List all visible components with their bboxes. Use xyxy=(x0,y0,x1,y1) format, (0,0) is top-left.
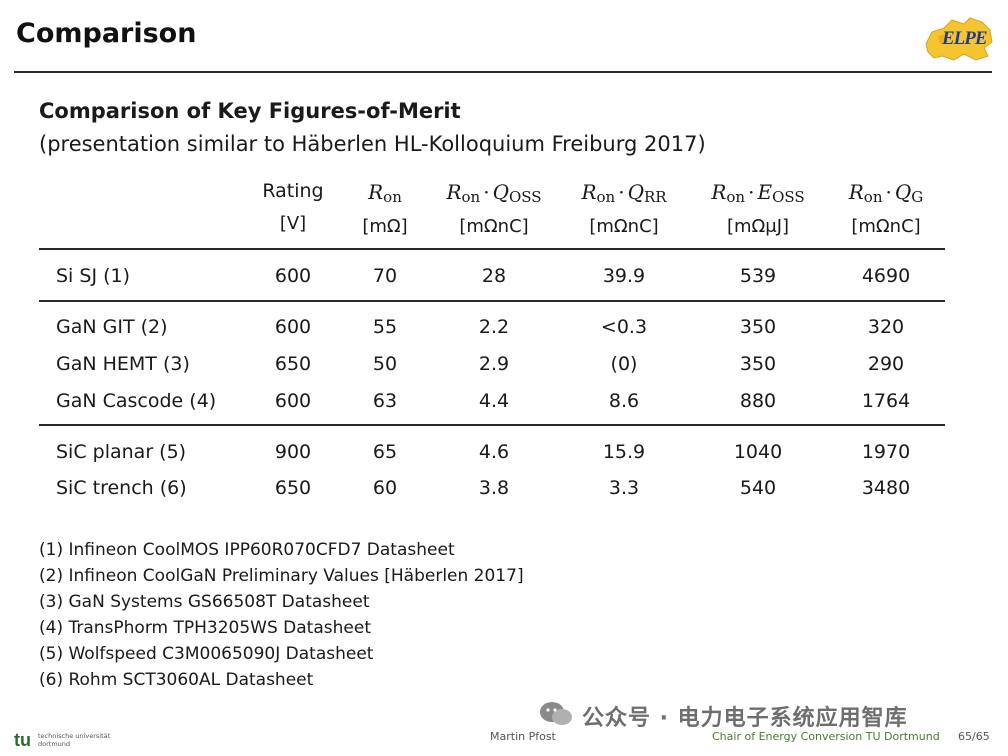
column-header-rating: Rating [V] xyxy=(243,180,343,234)
cell-ron-qoss: 4.4 xyxy=(478,390,510,412)
reference-item: (5) Wolfspeed C3M0065090J Datasheet xyxy=(39,644,374,664)
cell-ron-eoss: 540 xyxy=(739,477,777,499)
reference-item: (6) Rohm SCT3060AL Datasheet xyxy=(39,670,314,690)
cell-ron-qg: 4690 xyxy=(861,265,911,287)
cell-rating: 650 xyxy=(274,477,312,499)
reference-item: (2) Infineon CoolGaN Preliminary Values … xyxy=(39,566,524,586)
cell-ron-qoss: 28 xyxy=(481,265,507,287)
table-group-rule xyxy=(39,424,945,426)
column-label-math: Ron · EOSS xyxy=(711,180,805,206)
watermark-label: 公众号 · 电力电子系统应用智库 xyxy=(582,706,908,731)
column-header-ron-qrr: Ron · QRR [mΩnC] xyxy=(562,180,686,238)
row-name: GaN Cascode (4) xyxy=(56,390,217,412)
column-unit: [mΩnC] xyxy=(851,216,921,237)
column-unit: [mΩμJ] xyxy=(726,216,790,237)
table-header-rule xyxy=(39,248,945,250)
europe-map-icon xyxy=(925,17,993,61)
section-subheading: (presentation similar to Häberlen HL-Kol… xyxy=(39,132,706,156)
tu-dortmund-logo: tu technische universität dortmund xyxy=(14,730,124,750)
cell-ron-qg: 1764 xyxy=(861,390,911,412)
cell-ron-qrr: 15.9 xyxy=(602,441,646,463)
title-divider xyxy=(14,71,992,73)
column-unit: [mΩnC] xyxy=(459,216,529,237)
tu-line-2: dortmund xyxy=(38,740,71,748)
cell-ron-eoss: 350 xyxy=(739,353,777,375)
cell-ron-qg: 3480 xyxy=(861,477,911,499)
row-name: GaN GIT (2) xyxy=(56,316,168,338)
column-label-math: Ron · QG xyxy=(848,180,924,206)
slide-title: Comparison xyxy=(16,18,197,49)
cell-rating: 650 xyxy=(274,353,312,375)
cell-ron-qg: 320 xyxy=(867,316,905,338)
cell-ron: 50 xyxy=(372,353,398,375)
row-name: SiC planar (5) xyxy=(56,441,187,463)
cell-ron-qoss: 2.2 xyxy=(478,316,510,338)
row-name: GaN HEMT (3) xyxy=(56,353,190,375)
reference-item: (3) GaN Systems GS66508T Datasheet xyxy=(39,592,370,612)
cell-ron-eoss: 539 xyxy=(739,265,777,287)
cell-ron: 65 xyxy=(372,441,398,463)
column-header-ron-qg: Ron · QG [mΩnC] xyxy=(830,180,942,238)
cell-ron-qrr: 39.9 xyxy=(602,265,646,287)
footer-author: Martin Pfost xyxy=(490,730,556,743)
column-label-math: Ron xyxy=(368,180,402,206)
column-header-ron: Ron [mΩ] xyxy=(345,180,425,238)
cell-ron: 63 xyxy=(372,390,398,412)
reference-list: (1) Infineon CoolMOS IPP60R070CFD7 Datas… xyxy=(39,537,524,693)
column-label: Rating xyxy=(262,180,324,202)
row-name: SiC trench (6) xyxy=(56,477,187,499)
column-label-math: Ron · QRR xyxy=(581,180,667,206)
cell-ron-eoss: 880 xyxy=(739,390,777,412)
cell-ron-qrr: <0.3 xyxy=(600,316,648,338)
cell-ron-qrr: (0) xyxy=(610,353,638,375)
watermark-text: 公众号 · 电力电子系统应用智库 xyxy=(582,700,908,732)
cell-rating: 600 xyxy=(274,265,312,287)
column-unit: [mΩ] xyxy=(362,216,408,237)
cell-rating: 600 xyxy=(274,390,312,412)
table-row: GaN GIT (2) 600 55 2.2 <0.3 350 320 xyxy=(39,312,945,344)
cell-rating: 900 xyxy=(274,441,312,463)
cell-ron-qrr: 3.3 xyxy=(608,477,640,499)
column-header-ron-eoss: Ron · EOSS [mΩμJ] xyxy=(692,180,824,238)
column-unit: [mΩnC] xyxy=(589,216,659,237)
reference-item: (4) TransPhorm TPH3205WS Datasheet xyxy=(39,618,371,638)
section-heading: Comparison of Key Figures-of-Merit xyxy=(39,99,461,123)
cell-ron-qoss: 4.6 xyxy=(478,441,510,463)
cell-ron-qg: 290 xyxy=(867,353,905,375)
table-row: SiC planar (5) 900 65 4.6 15.9 1040 1970 xyxy=(39,437,945,469)
table-row: SiC trench (6) 650 60 3.8 3.3 540 3480 xyxy=(39,473,945,505)
cell-ron: 55 xyxy=(372,316,398,338)
cell-ron-qoss: 3.8 xyxy=(478,477,510,499)
cell-ron-qoss: 2.9 xyxy=(478,353,510,375)
cell-ron-eoss: 350 xyxy=(739,316,777,338)
table-row: GaN HEMT (3) 650 50 2.9 (0) 350 290 xyxy=(39,349,945,381)
tu-line-1: technische universität xyxy=(38,732,111,740)
logo-text: ELPE xyxy=(942,28,988,49)
elpe-logo: ELPE xyxy=(918,14,998,64)
row-name: Si SJ (1) xyxy=(56,265,130,287)
cell-ron: 60 xyxy=(372,477,398,499)
column-label-math: Ron · QOSS xyxy=(446,180,542,206)
footer-page-number: 65/65 xyxy=(958,730,990,743)
cell-ron: 70 xyxy=(372,265,398,287)
tu-logo-text: technische universität dortmund xyxy=(38,732,110,748)
reference-item: (1) Infineon CoolMOS IPP60R070CFD7 Datas… xyxy=(39,540,455,560)
column-header-ron-qoss: Ron · QOSS [mΩnC] xyxy=(430,180,558,238)
table-row: Si SJ (1) 600 70 28 39.9 539 4690 xyxy=(39,261,945,293)
wechat-icon xyxy=(540,702,572,725)
table-row: GaN Cascode (4) 600 63 4.4 8.6 880 1764 xyxy=(39,386,945,418)
cell-rating: 600 xyxy=(274,316,312,338)
footer-chair: Chair of Energy Conversion TU Dortmund xyxy=(712,730,940,743)
cell-ron-qg: 1970 xyxy=(861,441,911,463)
cell-ron-eoss: 1040 xyxy=(733,441,783,463)
table-group-rule xyxy=(39,300,945,302)
tu-mark: tu xyxy=(14,730,31,750)
cell-ron-qrr: 8.6 xyxy=(608,390,640,412)
column-unit: [V] xyxy=(279,212,307,234)
